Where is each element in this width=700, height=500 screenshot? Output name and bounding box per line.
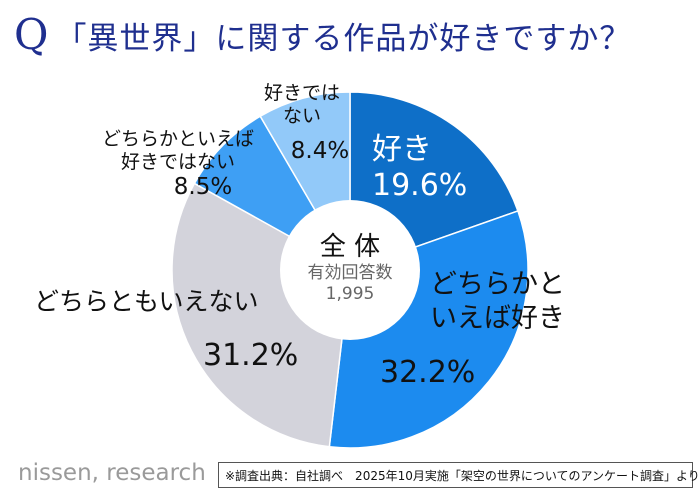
- label-suki: 好き 19.6%: [372, 132, 467, 204]
- donut-hole: [280, 200, 420, 340]
- slice-value: 8.5%: [173, 173, 233, 200]
- center-sublabel: 有効回答数: [307, 263, 393, 284]
- label-neutral: どちらともいえない: [34, 287, 259, 316]
- center-title: 全 体: [319, 232, 381, 262]
- center-label: 全 体 有効回答数 1,995: [290, 232, 410, 304]
- source-note: ※調査出典：自社調べ 2025年10月実施「架空の世界についてのアンケート調査」…: [218, 462, 700, 488]
- center-n: 1,995: [325, 283, 375, 304]
- slice-label: 好きでは ない: [263, 82, 340, 127]
- brand-logo: nissen, research: [18, 460, 206, 486]
- label-dochiraka-suki: どちらかと いえば好き: [430, 268, 565, 336]
- slice-label: 好き: [372, 132, 432, 167]
- question-text: 「異世界」に関する作品が好きですか？: [55, 21, 632, 57]
- q-mark: Q: [14, 10, 50, 59]
- slice-label: どちらかと いえば好き: [430, 269, 565, 334]
- slice-value: 8.4%: [290, 137, 350, 164]
- slice-value: 19.6%: [372, 168, 468, 203]
- slice-label: どちらかといえば 好きではない: [101, 128, 254, 173]
- label-kirai: 好きでは ない 8.4%: [252, 82, 352, 165]
- label-dochiraka-kirai: どちらかといえば 好きではない 8.5%: [98, 128, 258, 201]
- value-dochiraka-suki: 32.2%: [380, 355, 476, 390]
- chart-title: Q 「異世界」に関する作品が好きですか？: [14, 10, 631, 59]
- value-neutral: 31.2%: [203, 338, 299, 373]
